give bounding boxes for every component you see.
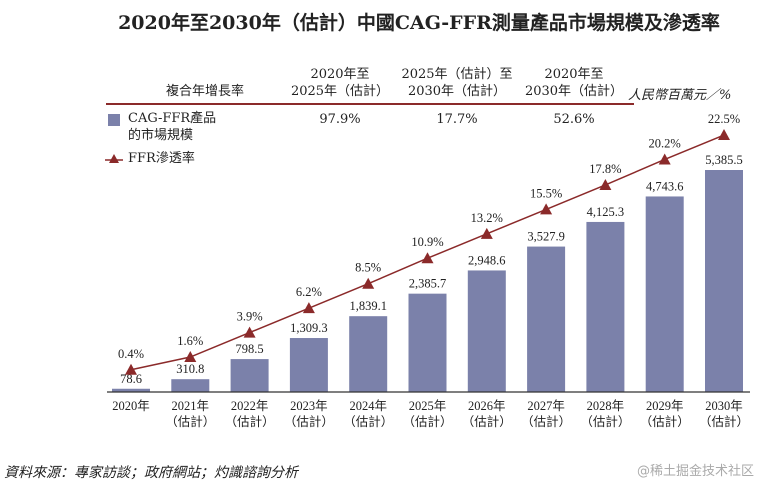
cagr-value-3: 52.6% xyxy=(553,112,595,127)
x-tick-sublabel: （估計） xyxy=(402,414,452,429)
penetration-label: 0.4% xyxy=(118,347,144,361)
bar-value-label: 310.8 xyxy=(176,362,204,376)
unit-label: 人民幣百萬元／% xyxy=(628,88,732,103)
bar-value-label: 2,385.7 xyxy=(409,277,447,291)
cagr-col-3-line2: 2030年（估計） xyxy=(524,84,624,99)
x-tick-label: 2021年 xyxy=(172,399,210,413)
x-tick-sublabel: （估計） xyxy=(521,414,571,429)
bar-value-label: 78.6 xyxy=(120,372,142,386)
penetration-label: 3.9% xyxy=(237,310,263,324)
x-tick-label: 2030年 xyxy=(705,399,743,413)
legend-line-label: FFR滲透率 xyxy=(128,151,195,166)
cagr-value-1: 97.9% xyxy=(319,112,361,127)
penetration-marker xyxy=(599,178,612,190)
penetration-label: 6.2% xyxy=(296,285,322,299)
cagr-row-header: 複合年增長率 xyxy=(165,84,244,99)
legend-bar-label-line2: 的市場規模 xyxy=(128,128,194,143)
penetration-marker xyxy=(480,227,493,239)
x-tick-label: 2026年 xyxy=(468,399,506,413)
legend-bar-swatch xyxy=(108,114,120,126)
penetration-marker xyxy=(718,129,730,141)
x-tick-sublabel: （估計） xyxy=(699,414,749,429)
bar-value-label: 5,385.5 xyxy=(705,153,743,167)
cagr-col-2-line1: 2025年（估計）至 xyxy=(401,67,513,82)
bar-value-label: 1,839.1 xyxy=(349,299,387,313)
cagr-col-1-line1: 2020年至 xyxy=(310,67,370,82)
x-tick-label: 2027年 xyxy=(527,399,565,413)
bar xyxy=(230,359,269,392)
bar xyxy=(645,196,684,392)
x-tick-sublabel: （估計） xyxy=(165,414,215,429)
penetration-label: 10.9% xyxy=(411,235,443,249)
cagr-col-1-header: 2020年至 2025年（估計） xyxy=(280,66,400,100)
cagr-col-3-line1: 2020年至 xyxy=(544,67,604,82)
bar xyxy=(586,221,625,392)
bar-value-label: 3,527.9 xyxy=(527,230,565,244)
x-tick-label: 2022年 xyxy=(231,399,269,413)
bar xyxy=(408,293,447,392)
cagr-col-3-header: 2020年至 2030年（估計） xyxy=(514,66,634,100)
penetration-label: 20.2% xyxy=(649,136,681,150)
bar xyxy=(289,338,328,392)
penetration-marker xyxy=(540,203,553,215)
x-tick-label: 2020年 xyxy=(112,399,150,413)
legend-bar-label: CAG-FFR產品 的市場規模 xyxy=(128,110,216,144)
bar-value-label: 4,743.6 xyxy=(646,179,684,193)
penetration-label: 17.8% xyxy=(589,162,621,176)
x-tick-sublabel: （估計） xyxy=(462,414,512,429)
x-tick-sublabel: （估計） xyxy=(343,414,393,429)
legend-line-swatch xyxy=(105,154,123,163)
cagr-col-1-line2: 2025年（估計） xyxy=(290,84,390,99)
watermark: @稀土掘金技术社区 xyxy=(636,464,754,479)
bar-value-label: 798.5 xyxy=(236,342,264,356)
penetration-marker xyxy=(184,351,197,363)
x-tick-label: 2023年 xyxy=(290,399,328,413)
penetration-label: 13.2% xyxy=(471,211,503,225)
penetration-label: 15.5% xyxy=(530,186,562,200)
bar xyxy=(112,388,150,392)
x-tick-label: 2028年 xyxy=(587,399,625,413)
x-tick-label: 2025年 xyxy=(409,399,447,413)
cagr-value-2: 17.7% xyxy=(436,112,478,127)
bar xyxy=(171,379,210,392)
penetration-marker xyxy=(302,302,315,314)
penetration-marker xyxy=(658,153,671,165)
x-tick-label: 2029年 xyxy=(646,399,684,413)
bar xyxy=(705,170,743,392)
penetration-label: 8.5% xyxy=(355,261,381,275)
x-tick-sublabel: （估計） xyxy=(284,414,334,429)
penetration-marker xyxy=(125,363,137,375)
penetration-marker xyxy=(243,326,256,338)
x-tick-sublabel: （估計） xyxy=(580,414,630,429)
x-tick-label: 2024年 xyxy=(349,399,387,413)
penetration-marker xyxy=(421,252,434,264)
bar xyxy=(527,246,566,392)
source-note: 資料來源：專家訪談；政府網站；灼識諮詢分析 xyxy=(4,465,298,481)
plot-area: 78.62020年310.82021年（估計）798.52022年（估計）1,3… xyxy=(107,112,750,429)
bar xyxy=(467,270,506,392)
cagr-col-2-line2: 2030年（估計） xyxy=(407,84,507,99)
x-tick-sublabel: （估計） xyxy=(640,414,690,429)
cagr-col-2-header: 2025年（估計）至 2030年（估計） xyxy=(392,66,522,100)
bar-value-label: 4,125.3 xyxy=(587,205,625,219)
x-tick-sublabel: （估計） xyxy=(225,414,275,429)
bar-value-label: 2,948.6 xyxy=(468,253,506,267)
penetration-marker xyxy=(362,277,375,289)
legend-bar-label-line1: CAG-FFR產品 xyxy=(128,111,217,126)
bar xyxy=(349,316,388,392)
chart-title: 2020年至2030年（估計）中國CAG-FFR測量產品市場規模及滲透率 xyxy=(118,12,720,34)
penetration-label: 1.6% xyxy=(177,334,203,348)
penetration-label: 22.5% xyxy=(708,112,740,126)
table-divider xyxy=(106,103,634,105)
bar-value-label: 1,309.3 xyxy=(290,321,328,335)
